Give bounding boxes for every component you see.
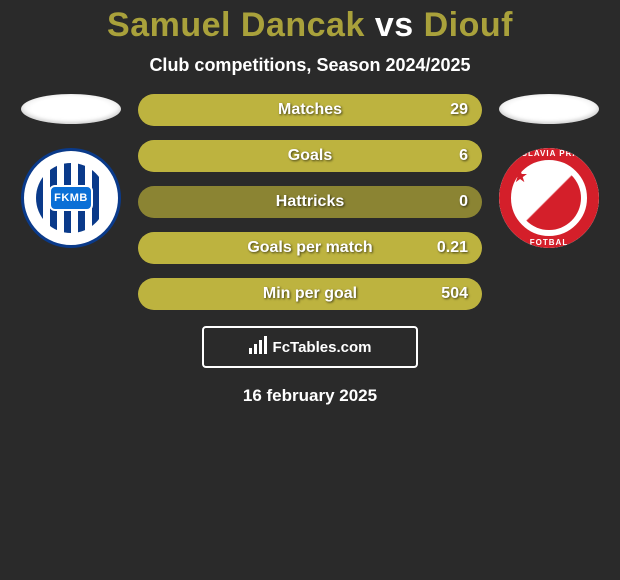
stat-value-right: 6 <box>459 147 468 165</box>
stat-label: Goals <box>288 147 332 165</box>
stat-label: Hattricks <box>276 193 344 211</box>
stat-value-right: 0 <box>459 193 468 211</box>
stat-bar: Min per goal 504 <box>138 278 482 310</box>
stat-label: Matches <box>278 101 342 119</box>
stat-label: Min per goal <box>263 285 357 303</box>
club2-badge: SK SLAVIA PRAHA FOTBAL ★ <box>499 148 599 248</box>
stat-bar: Matches 29 <box>138 94 482 126</box>
content-row: FKMB Matches 29 Goals 6 Hattricks 0 Goals per … <box>0 94 620 310</box>
left-column: FKMB <box>16 94 126 248</box>
player1-photo-placeholder <box>21 94 121 124</box>
player1-name: Samuel Dancak <box>107 6 365 44</box>
stat-label: Goals per match <box>247 239 372 257</box>
club1-badge: FKMB <box>21 148 121 248</box>
attribution-box[interactable]: FcTables.com <box>202 326 418 368</box>
page-title: Samuel Dancak vs Diouf <box>0 0 620 45</box>
stat-bar: Goals per match 0.21 <box>138 232 482 264</box>
right-column: SK SLAVIA PRAHA FOTBAL ★ <box>494 94 604 248</box>
club1-badge-stripes: FKMB <box>36 163 106 233</box>
attribution-text: FcTables.com <box>273 339 372 356</box>
stat-bar: Hattricks 0 <box>138 186 482 218</box>
club1-initials: FKMB <box>49 185 93 211</box>
player2-photo-placeholder <box>499 94 599 124</box>
player2-name: Diouf <box>424 6 513 44</box>
chart-icon <box>249 336 267 358</box>
subtitle: Club competitions, Season 2024/2025 <box>0 55 620 76</box>
stat-value-right: 29 <box>450 101 468 119</box>
date-text: 16 february 2025 <box>0 386 620 406</box>
stat-bar: Goals 6 <box>138 140 482 172</box>
club2-ring-text-top: SK SLAVIA PRAHA <box>499 149 599 158</box>
stats-column: Matches 29 Goals 6 Hattricks 0 Goals per match… <box>138 94 482 310</box>
stat-value-right: 0.21 <box>437 239 468 257</box>
vs-text: vs <box>375 6 414 44</box>
club2-ring-text-bottom: FOTBAL <box>499 238 599 247</box>
stat-value-right: 504 <box>441 285 468 303</box>
star-icon: ★ <box>512 166 528 187</box>
comparison-card: { "title": { "player1": "Samuel Dancak",… <box>0 0 620 580</box>
